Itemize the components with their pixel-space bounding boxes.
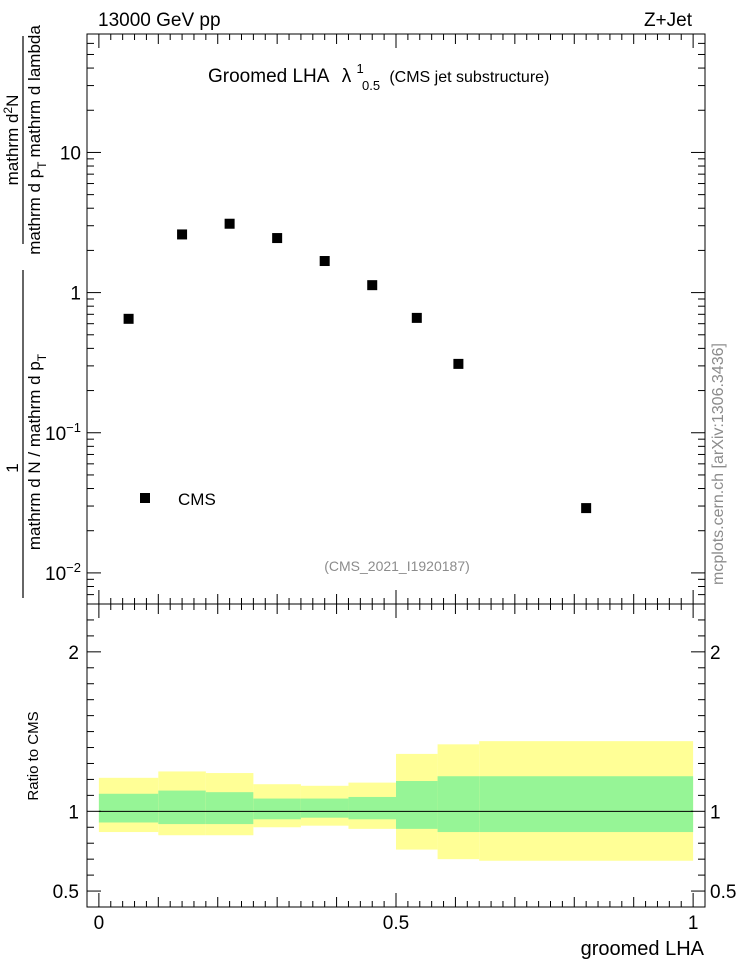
main-panel: Groomed LHA λ 1 0.5 (CMS jet substructur…: [1, 25, 706, 605]
x-tick-label-0: 0: [94, 913, 105, 934]
chart-title-symbol: λ: [342, 66, 352, 87]
chart-title: Groomed LHA λ 1 0.5 (CMS jet substructur…: [208, 57, 549, 95]
main-y-ticks: [87, 33, 705, 605]
cms-point-6: [411, 312, 422, 323]
ratio-y-tick-labels-right: 0.5 1 2: [710, 643, 736, 903]
x-tick-label-1: 1: [688, 913, 699, 934]
ratio-inner-band-6: [396, 781, 438, 829]
x-axis-title: groomed LHA: [581, 938, 705, 960]
ratio-inner-band-1: [158, 790, 206, 825]
ratio-panel: 0.5 1 2 0.5 1 2 0 0.5 1 Ratio to CMS gro…: [25, 603, 736, 960]
y-tick-label-10: 10: [60, 143, 81, 164]
cms-point-3: [272, 233, 283, 244]
cms-data-points: [123, 218, 592, 514]
y-title-prefix-numerator: 1: [3, 463, 22, 472]
chart-title-sup: 1: [356, 61, 363, 76]
legend-label-cms: CMS: [178, 490, 216, 509]
main-x-ticks: [98, 34, 694, 604]
cms-point-5: [367, 280, 378, 291]
cms-point-7: [453, 358, 464, 369]
cms-point-4: [319, 256, 330, 267]
legend-marker-cms: [140, 493, 150, 503]
chart-title-note: (CMS jet substructure): [389, 69, 549, 86]
ratio-inner-band-8: [479, 776, 694, 833]
ratio-inner-band-7: [437, 776, 480, 833]
cms-point-2: [224, 218, 235, 229]
main-y-axis-title: mathrm d2N mathrm d pTmathrm d lambda 1 …: [1, 25, 49, 598]
chart-title-text: Groomed LHA: [208, 66, 330, 87]
side-label: mcplots.cern.ch [arXiv:1306.3436]: [710, 343, 727, 585]
ratio-inner-band-4: [300, 798, 349, 818]
y-title-prefix-denominator: mathrm d N / mathrm d pT: [25, 353, 49, 550]
ratio-bands: [98, 741, 694, 861]
y-title-numerator: mathrm d2N: [1, 95, 22, 186]
y-tick-label-1: 1: [70, 284, 81, 305]
main-frame: [86, 33, 706, 605]
y-tick-label-0.01: 10−2: [45, 560, 81, 585]
analysis-watermark: (CMS_2021_I1920187): [324, 558, 470, 574]
ratio-inner-band-3: [253, 798, 301, 820]
process-label: Z+Jet: [644, 10, 693, 31]
main-y-tick-labels: 10−2 10−1 1 10: [45, 143, 81, 584]
ratio-inner-band-2: [205, 792, 254, 825]
ratio-y-tick-label-1-right: 1: [710, 802, 721, 823]
ratio-x-ticks: [98, 604, 694, 907]
ratio-inner-band-0: [98, 793, 159, 823]
ratio-y-ticks: [87, 603, 705, 908]
y-tick-label-0.1: 10−1: [45, 420, 81, 445]
ratio-x-tick-labels: 0 0.5 1: [94, 913, 699, 934]
cms-point-8: [581, 503, 592, 514]
legend: CMS: [140, 490, 216, 509]
y-title-denominator: mathrm d pTmathrm d lambda: [25, 25, 49, 255]
ratio-inner-band-5: [348, 796, 396, 820]
chart-title-sub: 0.5: [362, 78, 380, 93]
ratio-y-tick-label-0.5-left: 0.5: [53, 882, 79, 903]
x-tick-label-0.5: 0.5: [383, 913, 409, 934]
ratio-y-tick-label-2-right: 2: [710, 643, 721, 664]
cms-point-0: [123, 313, 134, 324]
energy-label: 13000 GeV pp: [98, 10, 221, 31]
cms-point-1: [177, 229, 188, 240]
ratio-y-axis-title: Ratio to CMS: [25, 711, 42, 800]
ratio-y-tick-labels: 0.5 1 2: [53, 643, 79, 903]
ratio-y-tick-label-2-left: 2: [68, 643, 79, 664]
ratio-y-tick-label-0.5-right: 0.5: [710, 882, 736, 903]
ratio-y-tick-label-1-left: 1: [68, 802, 79, 823]
